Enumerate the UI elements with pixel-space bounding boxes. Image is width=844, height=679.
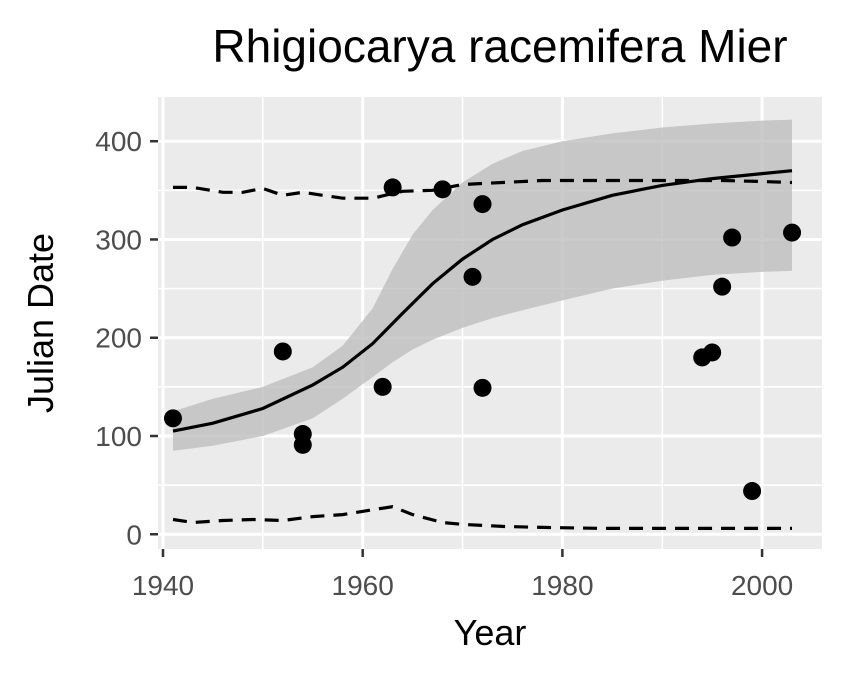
x-tick-label: 2000 <box>731 570 793 601</box>
data-point <box>743 482 762 501</box>
data-point <box>273 342 292 361</box>
data-point <box>723 228 742 247</box>
y-tick-label: 200 <box>95 323 142 354</box>
lower-bound-line <box>172 505 792 530</box>
y-tick-label: 100 <box>95 421 142 452</box>
x-axis: 1940 1960 1980 2000 <box>132 549 793 601</box>
data-point <box>783 223 802 242</box>
data-point <box>383 178 402 197</box>
y-tick-label: 300 <box>95 224 142 255</box>
data-points <box>163 178 802 501</box>
data-point <box>473 378 492 397</box>
x-tick-label: 1940 <box>132 570 194 601</box>
data-point <box>293 435 312 454</box>
x-axis-title: Year <box>454 612 527 653</box>
data-point <box>433 180 452 199</box>
y-axis-title: Julian Date <box>20 233 61 413</box>
y-tick-label: 0 <box>126 519 142 550</box>
x-tick-label: 1980 <box>531 570 593 601</box>
confidence-ribbon <box>173 119 792 451</box>
x-tick-label: 1960 <box>332 570 394 601</box>
data-point <box>473 195 492 214</box>
data-point <box>713 277 732 296</box>
y-axis: 0 100 200 300 400 <box>95 126 158 550</box>
y-tick-label: 400 <box>95 126 142 157</box>
data-point <box>163 409 182 428</box>
fit-line <box>172 169 793 433</box>
data-point <box>463 267 482 286</box>
data-point <box>373 377 392 396</box>
chart-title: Rhigiocarya racemifera Mier <box>212 20 787 72</box>
data-point <box>703 343 722 362</box>
